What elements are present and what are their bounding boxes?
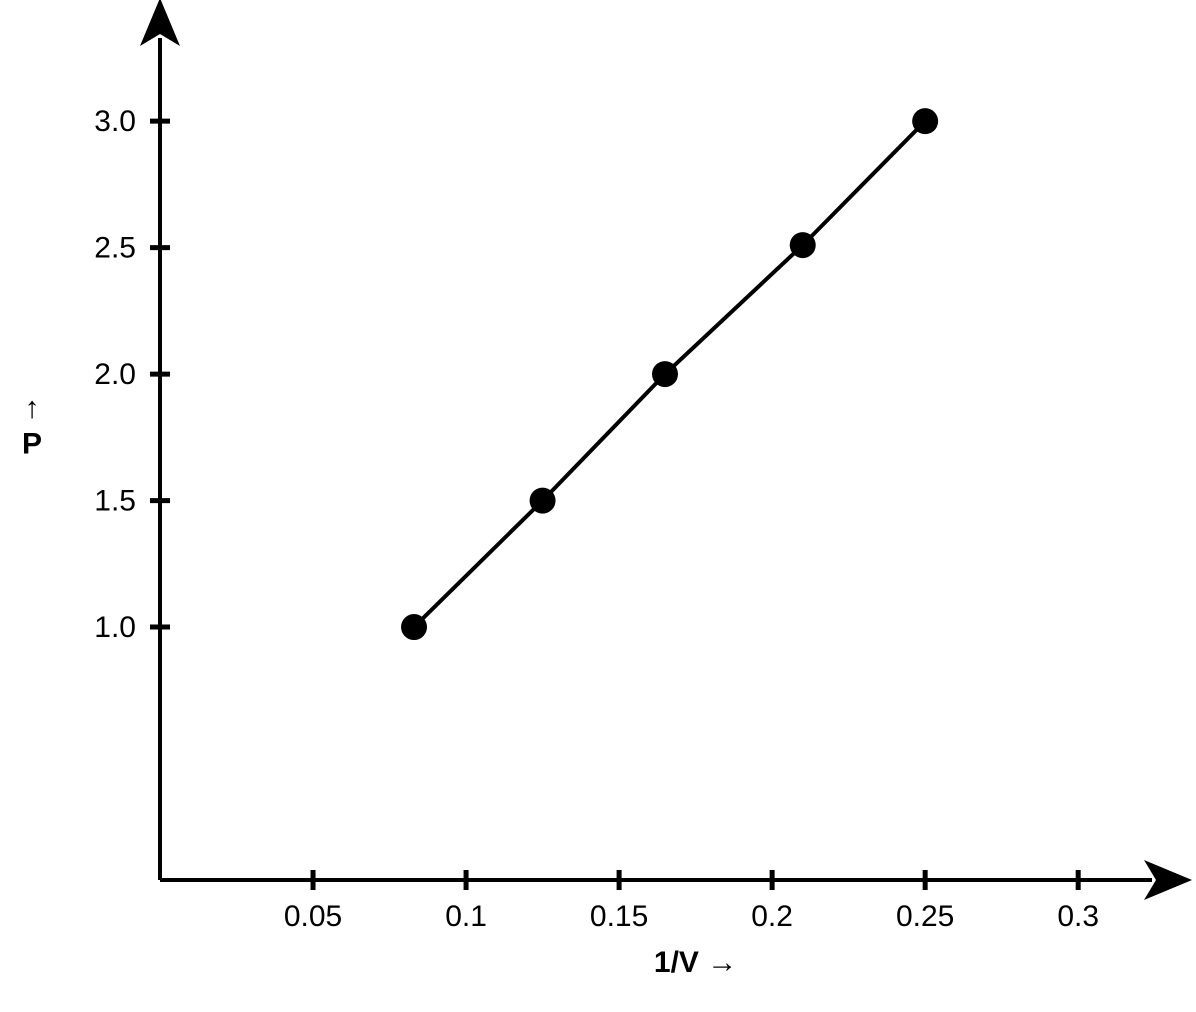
x-tick-label: 0.3 bbox=[1057, 900, 1099, 933]
x-axis-label: 1/V → bbox=[654, 946, 737, 979]
y-tick-label: 1.5 bbox=[94, 485, 136, 518]
x-tick-label: 0.2 bbox=[751, 900, 793, 933]
x-tick-label: 0.05 bbox=[284, 900, 342, 933]
data-marker bbox=[912, 108, 938, 134]
data-marker bbox=[530, 488, 556, 514]
data-marker bbox=[652, 361, 678, 387]
y-tick-label: 3.0 bbox=[94, 105, 136, 138]
x-tick-label: 0.1 bbox=[445, 900, 487, 933]
y-axis-label: P bbox=[22, 427, 42, 460]
pv-chart: 1.0 1.5 2.0 2.5 3.0 0.05 0.1 0.15 0.2 0.25 0.3 1/V … bbox=[0, 0, 1196, 1012]
y-tick-label: 1.0 bbox=[94, 611, 136, 644]
data-marker bbox=[790, 232, 816, 258]
data-marker bbox=[401, 614, 427, 640]
x-tick-label: 0.15 bbox=[590, 900, 648, 933]
y-axis-label-arrow: ↑ bbox=[25, 391, 40, 424]
y-tick-label: 2.5 bbox=[94, 232, 136, 265]
x-tick-label: 0.25 bbox=[896, 900, 954, 933]
y-tick-label: 2.0 bbox=[94, 358, 136, 391]
